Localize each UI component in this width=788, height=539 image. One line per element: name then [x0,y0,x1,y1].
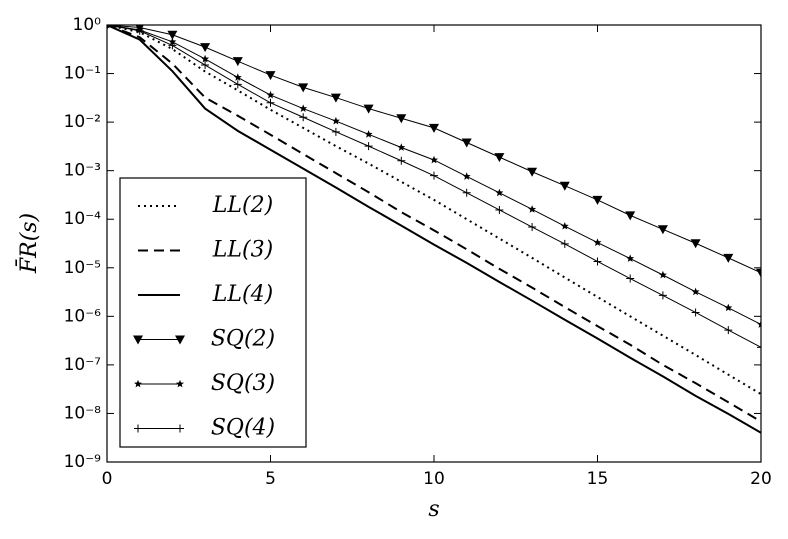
marker [494,153,505,163]
marker [658,270,667,279]
x-tick-label: 15 [587,469,609,489]
marker [690,239,701,249]
legend-marker [176,379,184,388]
marker [430,155,438,164]
marker [724,326,733,335]
marker [626,274,635,283]
legend-marker [175,335,185,345]
x-tick-label: 5 [265,469,276,489]
marker [592,195,603,205]
series [107,25,761,434]
marker [397,143,406,151]
marker [757,343,761,352]
marker [691,287,700,296]
y-tick-label: 10⁻⁵ [64,258,101,278]
marker [658,291,667,300]
marker [528,223,537,232]
marker [657,225,668,235]
y-axis-label: F̄R(s) [15,213,42,274]
marker [299,113,308,122]
marker [363,104,374,114]
marker [107,25,110,29]
marker [691,308,700,317]
marker [396,114,407,124]
y-tick-label: 10⁻³ [64,161,101,181]
marker [723,253,734,263]
marker [495,205,504,214]
marker [364,142,373,151]
marker [168,41,177,50]
y-tick-label: 10⁻⁹ [64,452,102,472]
series [107,25,761,395]
marker [299,104,308,112]
series [107,25,761,423]
x-axis-label: s [428,497,439,522]
marker [233,80,242,89]
legend-marker [134,379,142,388]
marker [364,130,373,138]
marker [757,320,761,328]
x-tick-label: 10 [423,469,445,489]
marker [724,303,733,312]
x-tick-label: 0 [102,469,113,489]
marker [593,257,602,266]
marker [201,54,210,63]
marker [298,83,309,93]
marker [265,71,276,81]
marker [462,172,471,180]
marker [527,167,538,177]
legend-label: SQ(2) [211,327,275,352]
x-tick-label: 20 [750,469,772,489]
series [107,25,761,352]
legend-marker [176,424,184,433]
marker [266,90,275,99]
marker [397,156,406,165]
y-tick-label: 10⁻⁶ [64,306,102,326]
legend-marker [134,424,142,433]
y-tick-label: 10⁻⁷ [64,355,102,375]
marker [560,221,569,230]
marker [560,239,569,248]
y-tick-label: 10⁻¹ [64,64,101,84]
marker [559,181,570,191]
marker [495,188,504,197]
marker [625,211,636,221]
marker [167,30,178,40]
marker [266,98,275,107]
y-tick-label: 10⁻² [64,112,101,132]
legend-label: SQ(4) [211,416,275,441]
marker [626,254,635,262]
marker [201,61,210,70]
legend-marker [133,335,143,345]
y-tick-label: 10⁰ [73,15,102,35]
marker [528,205,537,213]
series-line [107,25,761,434]
legend-label: LL(3) [212,238,273,263]
marker [232,57,243,67]
legend-label: LL(2) [212,193,273,218]
legend-label: LL(4) [212,282,273,307]
plot-frame [106,24,762,463]
marker [135,26,144,35]
series-line [107,25,761,395]
marker [429,123,439,133]
marker [200,43,211,53]
marker [462,188,471,197]
marker [330,93,341,103]
y-tick-label: 10⁻⁸ [64,403,102,423]
marker [233,73,242,81]
marker [331,116,340,125]
y-tick-label: 10⁻⁴ [64,209,102,229]
legend-box [119,177,307,448]
marker [593,238,602,246]
marker [756,268,761,278]
marker [430,171,438,180]
legend-label: SQ(3) [211,371,275,396]
marker [331,127,340,136]
series [107,25,761,278]
series-line [107,25,761,423]
marker [461,138,472,148]
